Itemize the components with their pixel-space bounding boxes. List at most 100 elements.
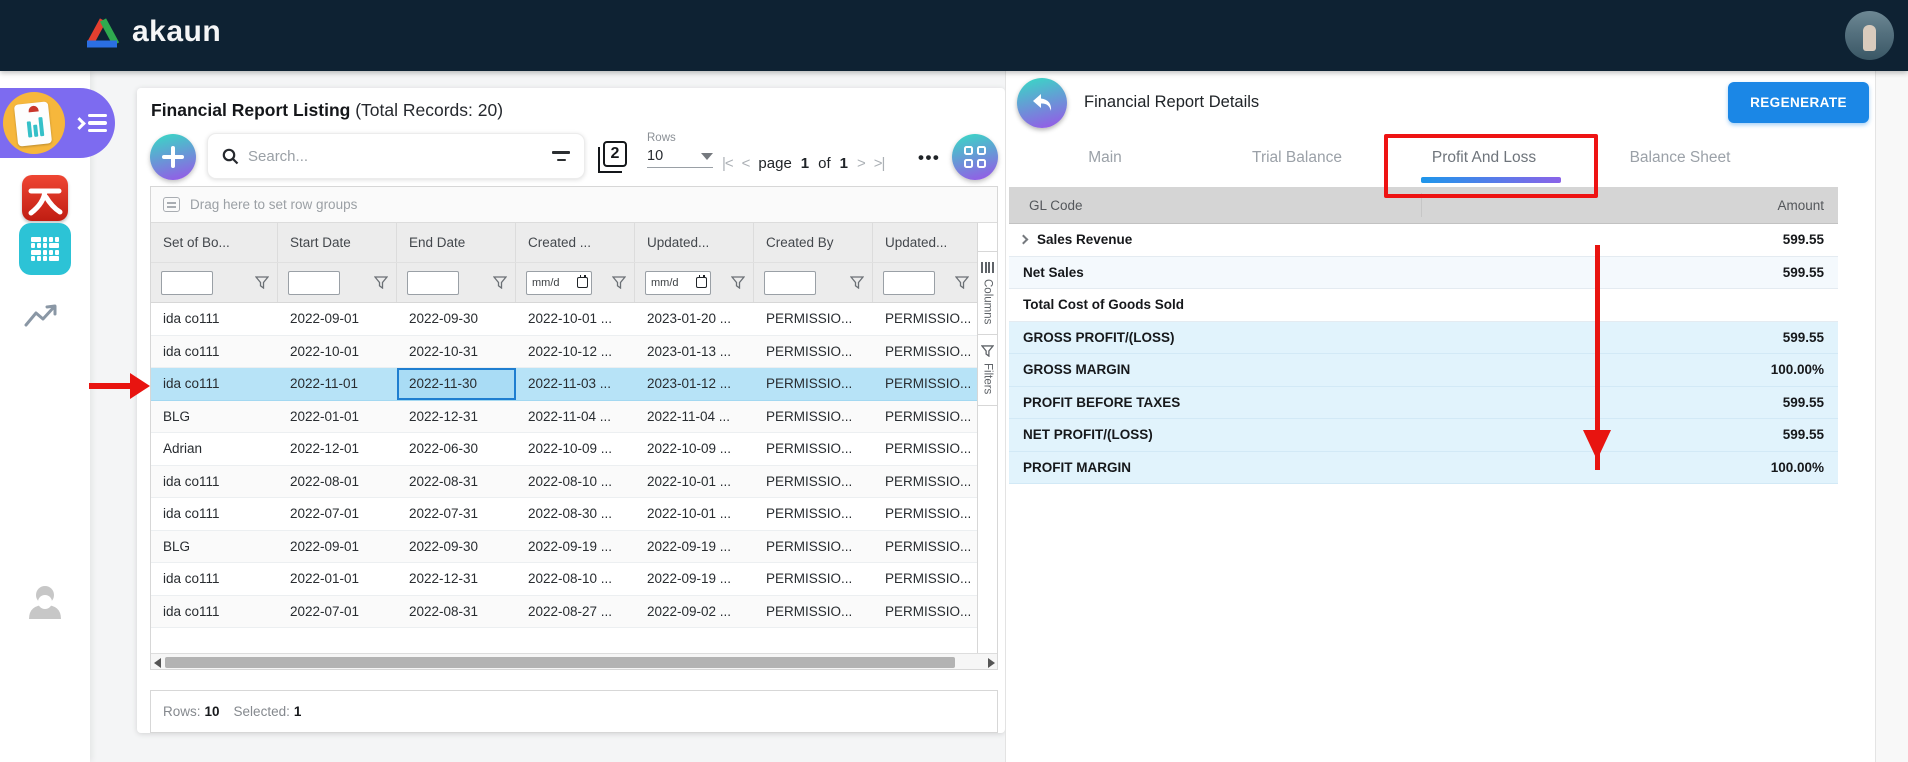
table-cell[interactable]: ida co111 [151,466,278,498]
table-cell[interactable]: 2023-01-12 ... [635,368,754,400]
table-cell[interactable]: 2022-11-30 [397,368,516,400]
table-cell[interactable]: PERMISSIO... [754,596,873,628]
table-cell[interactable]: PERMISSIO... [873,433,978,465]
grid-view-button[interactable] [952,134,998,180]
table-cell[interactable]: ida co111 [151,498,278,530]
table-cell[interactable]: 2022-08-01 [278,466,397,498]
table-cell[interactable]: 2022-10-09 ... [516,433,635,465]
side-tab-columns[interactable]: Columns [978,251,997,335]
regenerate-button[interactable]: REGENERATE [1728,82,1869,123]
back-button[interactable] [1017,78,1067,128]
table-cell[interactable]: Adrian [151,433,278,465]
table-cell[interactable]: ida co111 [151,303,278,335]
scroll-left-icon[interactable] [154,658,161,668]
table-cell[interactable]: 2022-09-01 [278,531,397,563]
table-cell[interactable]: 2022-07-01 [278,498,397,530]
panel-scrollbar-track[interactable] [1875,71,1908,762]
text-filter-input[interactable] [764,271,816,295]
table-cell[interactable]: 2022-08-10 ... [516,466,635,498]
table-cell[interactable]: PERMISSIO... [873,401,978,433]
horizontal-scrollbar[interactable] [151,653,998,669]
table-cell[interactable]: 2022-12-31 [397,563,516,595]
tab-trial-balance[interactable]: Trial Balance [1252,149,1342,167]
table-cell[interactable]: 2022-10-01 [278,336,397,368]
table-row[interactable]: Adrian2022-12-012022-06-302022-10-09 ...… [151,433,978,466]
table-cell[interactable]: 2022-09-19 ... [516,531,635,563]
table-cell[interactable]: 2022-06-30 [397,433,516,465]
column-header[interactable]: Set of Bo... [151,223,278,262]
table-row[interactable]: ida co1112022-11-012022-11-302022-11-03 … [151,368,978,401]
table-cell[interactable]: ida co111 [151,596,278,628]
brand-logo[interactable]: akaun [84,15,221,49]
table-row[interactable]: ida co1112022-01-012022-12-312022-08-10 … [151,563,978,596]
table-cell[interactable]: BLG [151,531,278,563]
text-filter-input[interactable] [883,271,935,295]
table-cell[interactable]: ida co111 [151,563,278,595]
text-filter-input[interactable] [161,271,213,295]
more-options-icon[interactable]: ••• [918,148,940,168]
search-filter-icon[interactable] [552,151,570,161]
table-cell[interactable]: 2022-08-30 ... [516,498,635,530]
table-cell[interactable]: 2022-11-03 ... [516,368,635,400]
table-cell[interactable]: PERMISSIO... [754,303,873,335]
table-cell[interactable]: 2022-10-31 [397,336,516,368]
table-cell[interactable]: PERMISSIO... [754,563,873,595]
table-cell[interactable]: PERMISSIO... [873,466,978,498]
table-cell[interactable]: 2022-07-31 [397,498,516,530]
sidebar-item-active-app[interactable] [0,88,115,158]
column-header[interactable]: Created ... [516,223,635,262]
table-cell[interactable]: PERMISSIO... [873,303,978,335]
table-cell[interactable]: PERMISSIO... [873,498,978,530]
last-page-icon[interactable]: >| [874,155,885,172]
expand-chevron-icon[interactable] [1009,236,1037,243]
date-filter-input[interactable]: mm/d [526,271,592,295]
table-row[interactable]: ida co1112022-07-012022-07-312022-08-30 … [151,498,978,531]
next-page-icon[interactable]: > [857,155,865,172]
table-cell[interactable]: 2022-10-12 ... [516,336,635,368]
date-filter-input[interactable]: mm/d [645,271,711,295]
table-row[interactable]: ida co1112022-07-012022-08-312022-08-27 … [151,596,978,629]
table-cell[interactable]: PERMISSIO... [873,596,978,628]
table-cell[interactable]: 2022-10-01 ... [635,466,754,498]
table-cell[interactable]: PERMISSIO... [754,498,873,530]
table-cell[interactable]: BLG [151,401,278,433]
sidebar-item-ledger-app[interactable] [19,223,71,275]
table-cell[interactable]: 2022-10-01 ... [516,303,635,335]
table-cell[interactable]: 2022-10-09 ... [635,433,754,465]
table-row[interactable]: ida co1112022-08-012022-08-312022-08-10 … [151,466,978,499]
table-cell[interactable]: 2022-12-01 [278,433,397,465]
table-cell[interactable]: 2023-01-13 ... [635,336,754,368]
sidebar-item-profile[interactable] [25,581,65,626]
table-cell[interactable]: PERMISSIO... [873,336,978,368]
scroll-right-icon[interactable] [988,658,995,668]
table-cell[interactable]: 2022-09-01 [278,303,397,335]
table-cell[interactable]: 2022-08-10 ... [516,563,635,595]
add-record-button[interactable] [150,134,196,180]
prev-page-icon[interactable]: < [742,155,750,172]
table-cell[interactable]: PERMISSIO... [873,531,978,563]
table-cell[interactable]: 2022-11-01 [278,368,397,400]
table-cell[interactable]: 2022-08-31 [397,466,516,498]
column-header[interactable]: Created By [754,223,873,262]
rows-per-page-select[interactable]: Rows 10 [647,132,713,168]
table-cell[interactable]: 2022-11-04 ... [635,401,754,433]
table-cell[interactable]: 2022-08-27 ... [516,596,635,628]
table-cell[interactable]: PERMISSIO... [754,466,873,498]
column-header[interactable]: Start Date [278,223,397,262]
row-group-dropzone[interactable]: Drag here to set row groups [151,187,997,223]
table-cell[interactable]: 2022-11-04 ... [516,401,635,433]
table-cell[interactable]: PERMISSIO... [873,563,978,595]
table-cell[interactable]: 2022-10-01 ... [635,498,754,530]
table-cell[interactable]: PERMISSIO... [754,401,873,433]
table-cell[interactable]: 2022-01-01 [278,401,397,433]
table-cell[interactable]: PERMISSIO... [754,433,873,465]
tab-main[interactable]: Main [1088,149,1122,167]
duplicate-view-icon[interactable]: 2 [598,141,628,173]
table-cell[interactable]: PERMISSIO... [754,336,873,368]
tab-balance-sheet[interactable]: Balance Sheet [1630,149,1731,167]
column-header[interactable]: End Date [397,223,516,262]
table-cell[interactable]: 2022-07-01 [278,596,397,628]
table-cell[interactable]: ida co111 [151,368,278,400]
table-cell[interactable]: 2022-09-30 [397,303,516,335]
table-cell[interactable]: PERMISSIO... [754,531,873,563]
